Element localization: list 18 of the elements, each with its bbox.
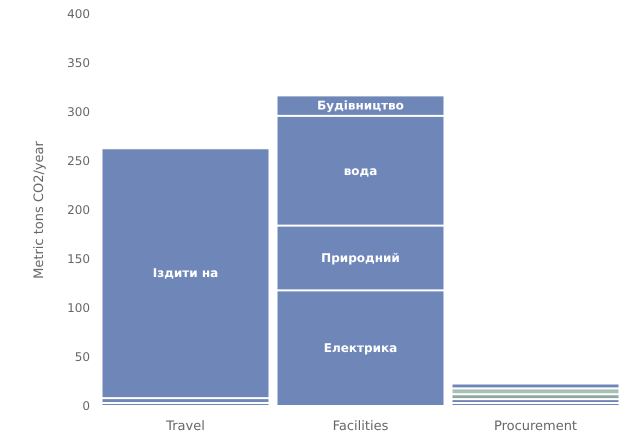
series-label: Будівництво: [317, 98, 404, 113]
y-tick-label: 150: [67, 252, 90, 266]
series-label: Іздити на: [152, 266, 218, 280]
series-label: Природний: [321, 251, 400, 266]
y-tick-label: 200: [67, 203, 90, 217]
y-tick-label: 300: [67, 105, 90, 119]
y-tick-label: 400: [67, 7, 90, 21]
y-tick-label: 350: [67, 56, 90, 70]
series-label: Електрика: [324, 341, 398, 356]
y-tick-label: 250: [67, 154, 90, 168]
y-tick-label: 0: [82, 399, 90, 413]
series-label: вода: [344, 164, 378, 178]
x-tick-label: Procurement: [494, 419, 578, 434]
y-tick-label: 100: [67, 301, 90, 315]
x-tick-label: Facilities: [332, 419, 389, 434]
x-tick-label: Travel: [165, 419, 205, 434]
y-tick-label: 50: [74, 350, 90, 364]
y-axis-title: Metric tons CO2/year: [32, 140, 47, 279]
